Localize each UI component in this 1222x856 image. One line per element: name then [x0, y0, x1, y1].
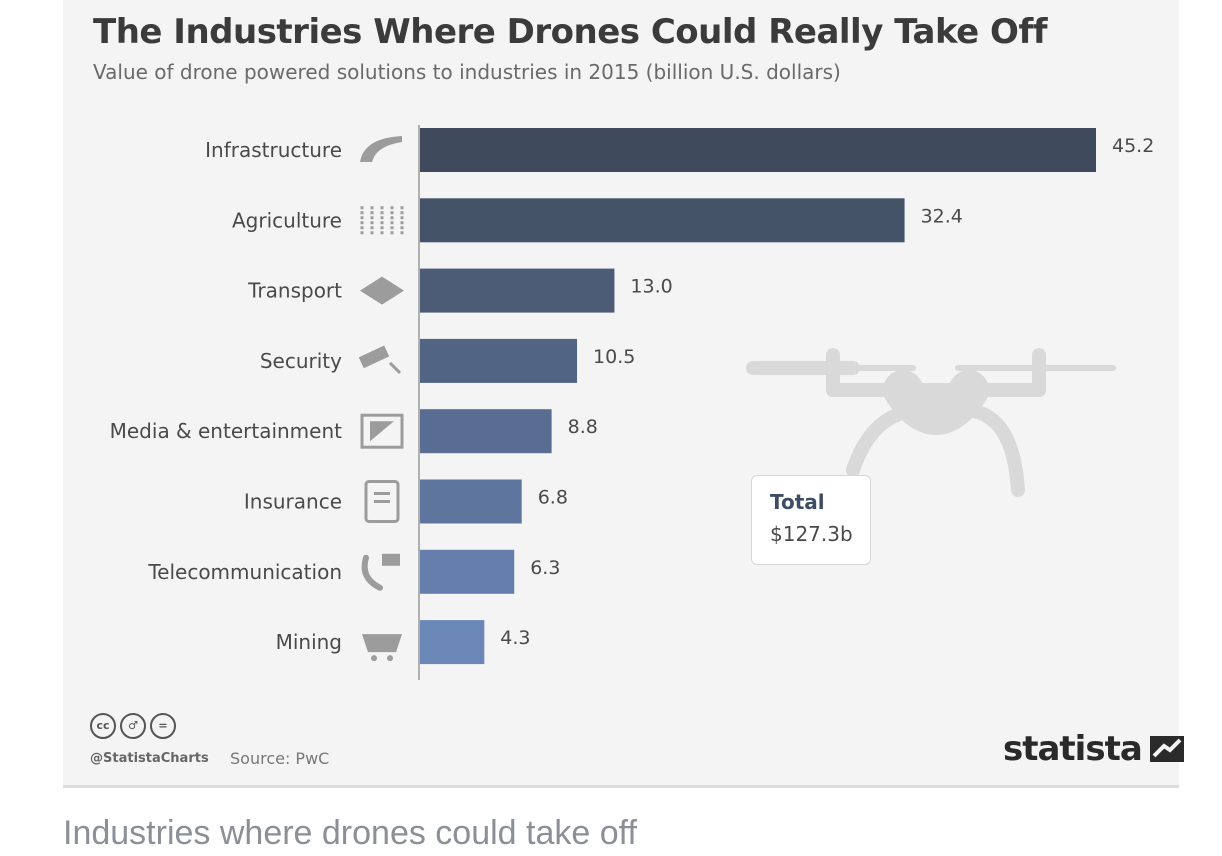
bar [420, 479, 522, 524]
brand-name: statista [1003, 729, 1143, 769]
bar [420, 338, 578, 383]
value-label: 6.3 [530, 557, 560, 579]
document-icon [364, 480, 400, 523]
attribution-icon: ♂ [120, 713, 146, 739]
bar-row: Security 10.5 [260, 338, 635, 383]
package-icon [360, 276, 404, 305]
no-derivatives-icon: = [150, 713, 176, 739]
category-label: Security [260, 349, 342, 373]
wheat-icon [360, 206, 404, 235]
bar-chart: Infrastructure 45.2 Agriculture 32.4 Transpo… [110, 125, 1154, 680]
bar [420, 409, 552, 454]
card-divider [63, 785, 1179, 788]
creative-commons-icon: cc [90, 713, 116, 739]
bar [420, 549, 515, 594]
road-icon [360, 136, 402, 162]
category-label: Media & entertainment [110, 419, 343, 443]
film-icon [360, 413, 404, 449]
value-label: 45.2 [1112, 135, 1154, 157]
bars-layer: Infrastructure 45.2 Agriculture 32.4 Transpo… [110, 128, 1154, 665]
bar-row: Insurance 6.8 [244, 479, 568, 524]
total-callout: Total $127.3b [751, 475, 871, 565]
mine-cart-icon [362, 634, 402, 662]
bar [420, 620, 485, 665]
value-label: 13.0 [630, 276, 672, 298]
category-label: Mining [276, 630, 342, 654]
bar-row: Infrastructure 45.2 [205, 128, 1154, 172]
value-label: 8.8 [568, 416, 598, 438]
category-label: Insurance [244, 490, 342, 514]
drone-illustration [746, 348, 1116, 497]
brand-logo: statista [1003, 729, 1184, 769]
value-label: 10.5 [593, 346, 635, 368]
bar-row: Agriculture 32.4 [232, 198, 963, 243]
total-value: $127.3b [770, 522, 853, 546]
category-label: Infrastructure [205, 138, 342, 162]
social-handle: @StatistaCharts [90, 751, 209, 766]
category-label: Telecommunication [147, 560, 342, 584]
bar [420, 198, 905, 243]
category-label: Transport [247, 279, 342, 303]
bar [420, 268, 615, 313]
value-label: 32.4 [921, 205, 963, 227]
value-label: 6.8 [538, 487, 568, 509]
security-camera-icon [358, 345, 402, 374]
category-label: Agriculture [232, 208, 342, 232]
image-caption: Industries where drones could take off [63, 814, 637, 852]
chart-title: The Industries Where Drones Could Really… [93, 12, 1048, 52]
bar [420, 128, 1096, 172]
chart-subtitle: Value of drone powered solutions to indu… [93, 60, 841, 84]
value-label: 4.3 [500, 627, 530, 649]
bar-row: Transport 13.0 [247, 268, 673, 313]
bar-row: Telecommunication 6.3 [147, 549, 560, 594]
total-label: Total [770, 490, 825, 514]
bar-row: Media & entertainment 8.8 [110, 409, 598, 454]
statista-logo-icon [1149, 736, 1184, 762]
bar-row: Mining 4.3 [276, 620, 531, 665]
phone-icon [361, 553, 400, 591]
license-icons: cc ♂ = [90, 713, 176, 739]
source-note: Source: PwC [230, 749, 330, 768]
